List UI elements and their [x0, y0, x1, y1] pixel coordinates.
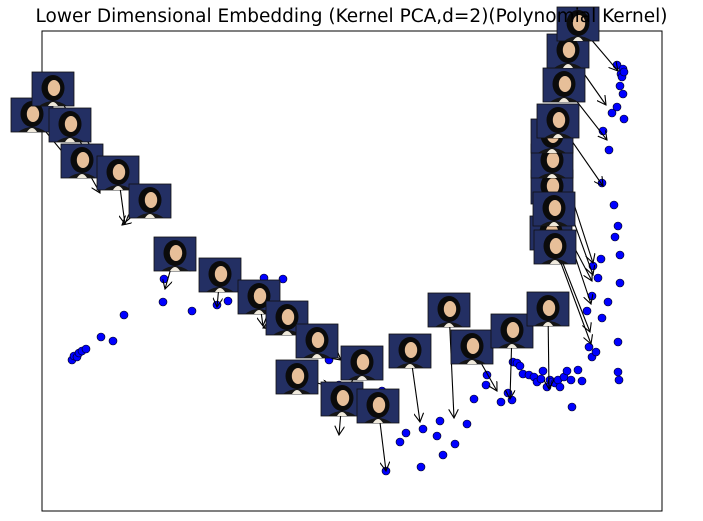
- face-thumbnail: [526, 291, 570, 327]
- data-point: [96, 332, 106, 342]
- data-point: [597, 313, 607, 323]
- data-point: [619, 67, 629, 77]
- data-point: [584, 342, 594, 352]
- data-point: [615, 81, 625, 91]
- data-point: [496, 397, 506, 407]
- data-point: [612, 102, 622, 112]
- data-point: [507, 395, 517, 405]
- data-point: [607, 108, 617, 118]
- face-thumbnail: [340, 345, 384, 381]
- face-thumbnail: [128, 183, 172, 219]
- data-point: [81, 344, 91, 354]
- data-point: [603, 297, 613, 307]
- data-point: [536, 374, 546, 384]
- face-thumbnail: [356, 388, 400, 424]
- data-point: [469, 394, 479, 404]
- points-layer: [67, 60, 629, 476]
- data-point: [187, 306, 197, 316]
- data-point: [619, 114, 629, 124]
- face-thumbnail: [490, 313, 534, 349]
- data-point: [567, 402, 577, 412]
- face-thumbnail: [556, 6, 600, 42]
- face-thumbnail: [320, 381, 364, 417]
- data-point: [591, 347, 601, 357]
- face-thumbnail: [532, 191, 576, 227]
- face-thumbnail: [60, 143, 104, 179]
- data-point: [618, 89, 628, 99]
- data-point: [596, 254, 606, 264]
- data-point: [538, 366, 548, 376]
- face-thumbnail: [542, 67, 586, 103]
- face-thumbnail: [536, 103, 580, 139]
- data-point: [278, 274, 288, 284]
- face-thumbnail: [153, 236, 197, 272]
- face-thumbnail: [388, 333, 432, 369]
- face-thumbnail: [31, 71, 75, 107]
- data-point: [438, 450, 448, 460]
- data-point: [566, 375, 576, 385]
- face-thumbnail: [48, 107, 92, 143]
- data-point: [223, 296, 233, 306]
- data-point: [462, 419, 472, 429]
- data-point: [609, 200, 619, 210]
- data-point: [613, 221, 623, 231]
- data-point: [515, 361, 525, 371]
- data-point: [450, 439, 460, 449]
- data-point: [108, 336, 118, 346]
- plot-frame: [41, 30, 663, 512]
- data-point: [615, 250, 625, 260]
- data-point: [573, 365, 583, 375]
- data-point: [435, 416, 445, 426]
- data-point: [577, 376, 587, 386]
- data-point: [604, 145, 614, 155]
- data-point: [613, 367, 623, 377]
- face-thumbnail: [450, 329, 494, 365]
- data-point: [418, 424, 428, 434]
- thumbnails-layer: [10, 6, 600, 424]
- data-point: [401, 428, 411, 438]
- face-thumbnail: [533, 229, 577, 265]
- data-point: [432, 431, 442, 441]
- data-point: [416, 462, 426, 472]
- face-thumbnail: [275, 359, 319, 395]
- data-point: [119, 310, 129, 320]
- face-thumbnail: [427, 292, 471, 328]
- data-point: [610, 232, 620, 242]
- data-point: [158, 297, 168, 307]
- data-point: [562, 366, 572, 376]
- face-thumbnail: [10, 97, 54, 133]
- face-thumbnail: [198, 257, 242, 293]
- data-point: [395, 437, 405, 447]
- data-point: [555, 382, 565, 392]
- chart-title: Lower Dimensional Embedding (Kernel PCA,…: [35, 6, 668, 27]
- data-point: [582, 306, 592, 316]
- data-point: [593, 273, 603, 283]
- data-point: [615, 278, 625, 288]
- data-point: [614, 375, 624, 385]
- face-thumbnail: [295, 323, 339, 359]
- data-point: [613, 337, 623, 347]
- data-point: [481, 380, 491, 390]
